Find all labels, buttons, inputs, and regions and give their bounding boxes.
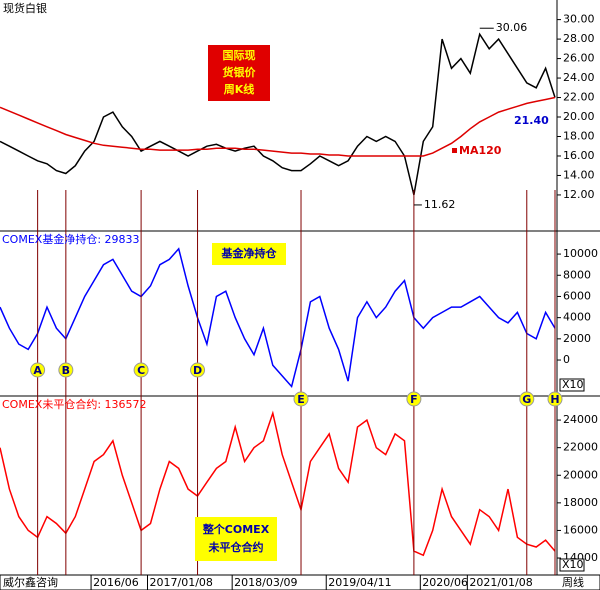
x-tick-label: 2019/04/11 [328,576,391,589]
y-tick-label: 8000 [563,268,591,281]
unit-box [559,378,585,392]
y-tick-label: 22.00 [563,91,595,104]
y-tick-label: 10000 [563,247,598,260]
y-tick-label: 20000 [563,468,598,481]
x-tick-label: 2017/01/08 [150,576,213,589]
event-marker-label: C [137,364,145,377]
event-marker-label: A [33,364,42,377]
title-box-text: 货银价 [222,65,257,79]
event-marker-label: D [193,364,202,377]
y-tick-label: 28.00 [563,32,595,45]
y-tick-label: 2000 [563,332,591,345]
event-marker-label: G [522,393,531,406]
y-tick-label: 18.00 [563,129,595,142]
unit-box [559,558,585,572]
panel-title: COMEX未平仓合约: 136572 [2,397,147,411]
event-marker-label: E [297,393,305,406]
source: 威尔鑫咨询 [3,575,58,589]
event-marker [519,391,535,407]
title-box [208,45,270,101]
series-line [0,96,556,157]
annotation: 11.62 [424,198,456,211]
event-marker [58,362,74,378]
instrument-title: 现货白银 [3,1,47,15]
event-marker [190,362,206,378]
event-marker [30,362,46,378]
y-tick-label: 6000 [563,289,591,302]
x-tick-label: 2018/03/09 [234,576,297,589]
y-tick-label: 30.00 [563,13,595,26]
series-line [0,410,556,557]
x-tick-label: 2020/06 [422,576,468,589]
y-tick-label: 4000 [563,311,591,324]
event-marker [133,362,149,378]
annotation: 21.40 [514,114,549,127]
event-marker-label: B [62,364,70,377]
unit-label: X10 [562,558,584,571]
y-tick-label: 22000 [563,441,598,454]
y-tick-label: 18000 [563,496,598,509]
event-marker [406,391,422,407]
y-tick-label: 0 [563,353,570,366]
label-box [195,517,277,561]
y-tick-label: 20.00 [563,110,595,123]
panel-title: COMEX基金净持仓: 29833 [2,232,140,246]
y-tick-label: 26.00 [563,52,595,65]
y-tick-label: 12.00 [563,188,595,201]
event-marker-label: F [410,393,418,406]
annotation: 30.06 [496,21,527,34]
event-marker [293,391,309,407]
label-box-text: 未平仓合约 [208,540,264,554]
label-box-text: 整个COMEX [202,522,270,536]
label-box [212,243,286,265]
label-box-text: 基金净持仓 [221,246,278,260]
period: 周线 [562,575,584,589]
event-marker-label: H [550,393,559,406]
title-box-text: 国际现 [223,48,256,62]
x-tick-label: 2021/01/08 [469,576,532,589]
y-tick-label: 24.00 [563,71,595,84]
legend-swatch [452,148,457,153]
y-tick-label: 24000 [563,413,598,426]
event-marker [547,391,563,407]
unit-label: X10 [562,378,584,391]
legend-label: MA120 [459,144,502,157]
y-tick-label: 16.00 [563,149,595,162]
title-box-text: 周K线 [224,82,255,96]
x-tick-label: 2016/06 [93,576,139,589]
x-axis-strip [0,574,600,590]
series-line [0,247,556,389]
y-tick-label: 14.00 [563,168,595,181]
y-tick-label: 16000 [563,523,598,536]
